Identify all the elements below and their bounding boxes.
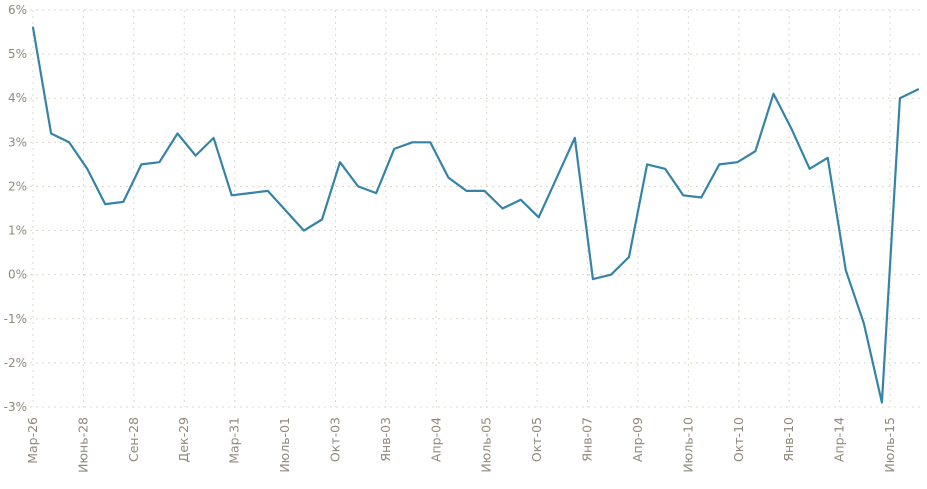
- x-axis-tick-label: Июнь-28: [75, 417, 90, 473]
- x-axis-tick-label: Янв-03: [378, 417, 393, 462]
- x-axis-tick-label: Мар-26: [25, 417, 40, 464]
- x-axis-tick-label: Янв-10: [781, 417, 796, 462]
- x-axis-tick-label: Июль-01: [277, 417, 292, 473]
- x-axis-tick-label: Янв-07: [580, 417, 595, 462]
- x-axis-tick-label: Июль-15: [882, 417, 897, 473]
- x-axis-tick-label: Апр-04: [428, 417, 443, 462]
- y-axis-tick-label: 5%: [8, 47, 27, 61]
- y-axis-tick-label: 0%: [8, 268, 27, 282]
- x-axis-tick-label: Мар-31: [227, 417, 242, 464]
- y-axis-tick-label: 1%: [8, 224, 27, 238]
- x-axis-tick-label: Окт-10: [731, 417, 746, 462]
- x-axis-tick-label: Апр-09: [630, 417, 645, 462]
- y-axis-tick-label: 6%: [8, 3, 27, 17]
- x-axis-tick-label: Окт-05: [529, 417, 544, 462]
- y-axis-tick-label: -3%: [4, 400, 27, 414]
- x-axis-tick-label: Дек-29: [176, 417, 191, 462]
- x-axis-tick-label: Апр-14: [832, 417, 847, 462]
- y-axis-tick-label: 4%: [8, 91, 27, 105]
- y-axis-tick-label: 2%: [8, 179, 27, 193]
- x-axis-tick-label: Сен-28: [126, 417, 141, 462]
- y-axis-tick-label: -1%: [4, 312, 27, 326]
- y-axis-tick-label: 3%: [8, 135, 27, 149]
- y-axis-tick-label: -2%: [4, 356, 27, 370]
- series-line: [31, 26, 920, 404]
- x-axis-tick-label: Окт-03: [327, 417, 342, 462]
- x-axis-tick-label: Июль-10: [680, 417, 695, 473]
- x-axis-tick-label: Июль-05: [479, 417, 494, 473]
